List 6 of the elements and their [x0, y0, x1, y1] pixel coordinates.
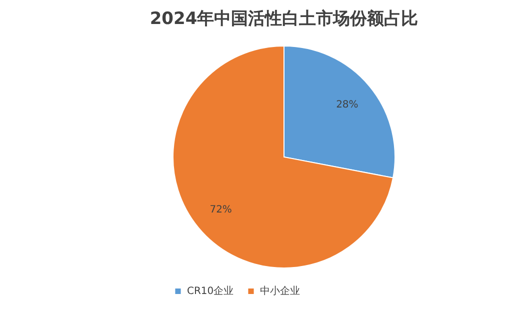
legend-label: CR10企业 — [187, 285, 234, 298]
legend-label: 中小企业 — [260, 285, 300, 298]
data-label: 72% — [210, 204, 232, 216]
pie-slice — [172, 46, 394, 268]
data-label: 28% — [336, 100, 358, 111]
chart-title: 2024年中国活性白土市场份额占比 — [150, 9, 418, 29]
